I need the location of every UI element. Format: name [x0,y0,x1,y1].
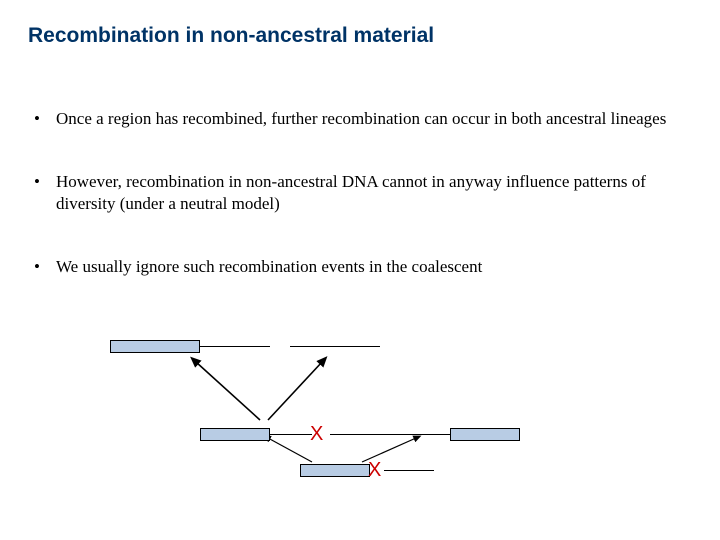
arrow-top-left [196,362,260,420]
x-mark-bot: X [368,459,381,482]
mid-line-b [330,434,450,435]
mid-left-box [200,428,270,441]
bullet-item: However, recombination in non-ancestral … [28,171,678,214]
mid-line-a [270,434,312,435]
bullet-list: Once a region has recombined, further re… [28,108,678,277]
slide-title: Recombination in non-ancestral material [28,24,434,48]
x-mark-mid: X [310,423,323,446]
top-left-line [200,346,270,347]
bullet-item: Once a region has recombined, further re… [28,108,678,129]
bot-box [300,464,370,477]
diagram-arrows [100,340,620,520]
bullet-item: We usually ignore such recombination eve… [28,256,678,277]
bot-line [384,470,434,471]
arrow-mid-left [268,438,312,462]
recombination-diagram: X X [100,340,620,520]
top-right-line [290,346,380,347]
mid-right-box [450,428,520,441]
arrow-top-right [268,362,322,420]
top-left-box [110,340,200,353]
